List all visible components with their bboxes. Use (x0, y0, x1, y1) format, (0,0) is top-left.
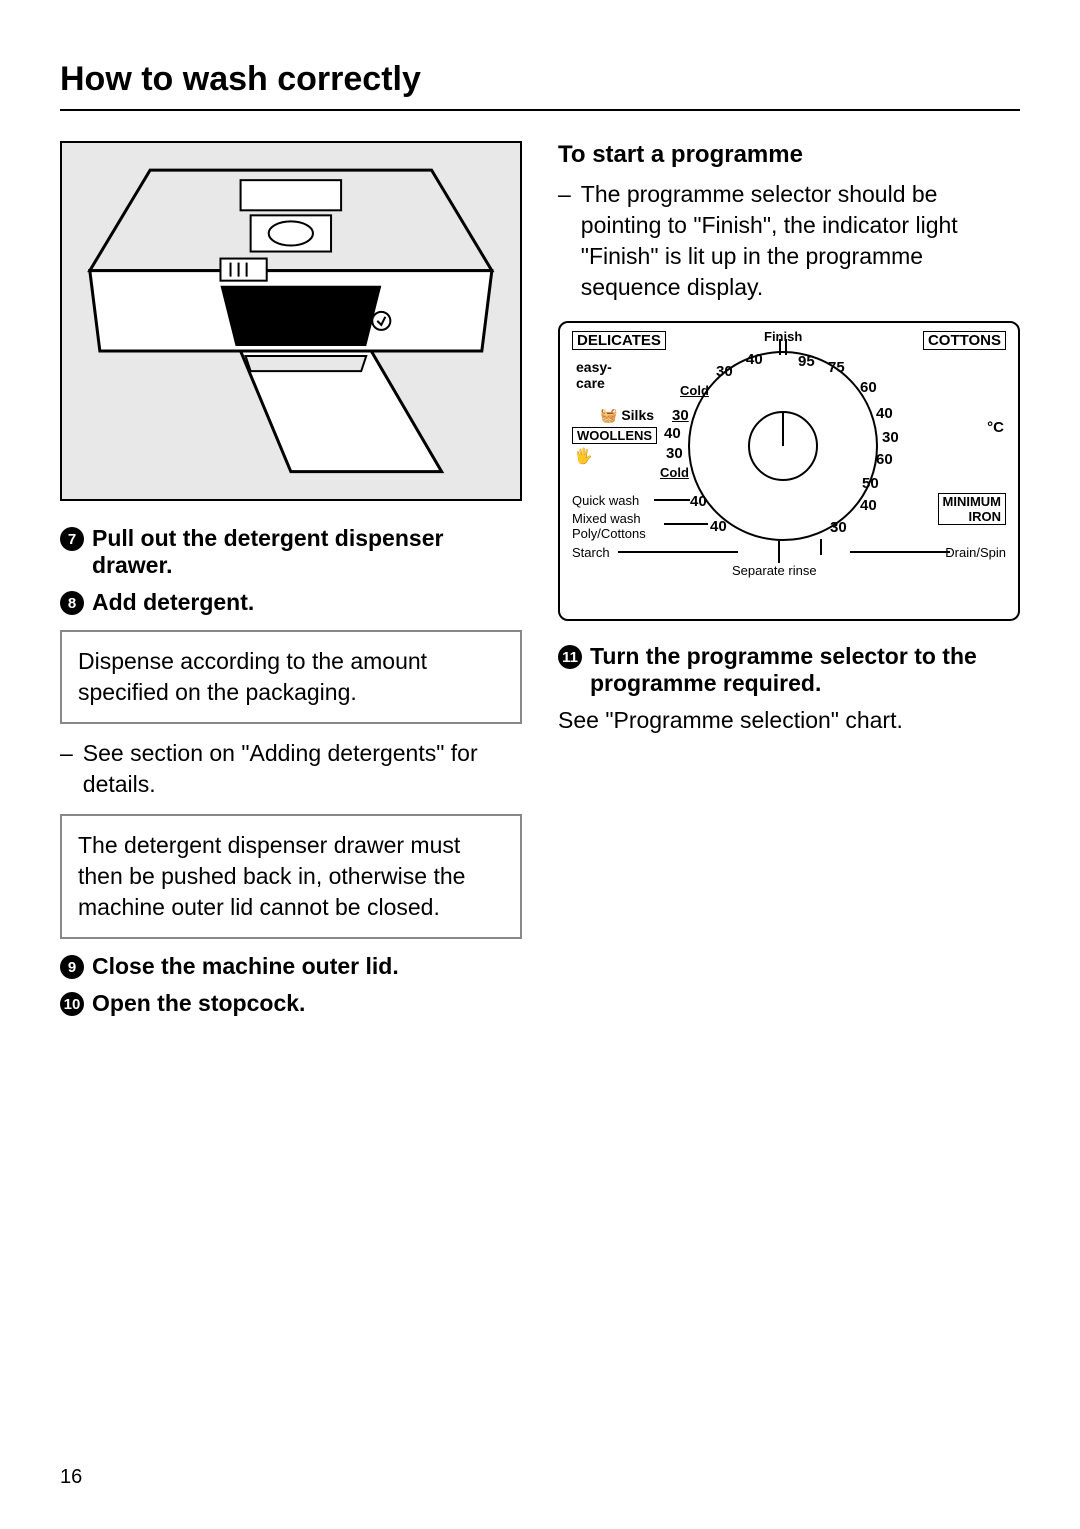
temp-75: 75 (828, 359, 845, 376)
step-10-text: Open the stopcock. (92, 990, 305, 1017)
temp-cold: Cold (680, 383, 709, 398)
step-9: 9 Close the machine outer lid. (60, 953, 522, 980)
dispense-note-text: Dispense according to the amount specifi… (78, 648, 427, 705)
temp-40: 40 (876, 405, 893, 422)
step-8: 8 Add detergent. (60, 589, 522, 616)
label-mixedwash: Mixed wash Poly/Cottons (572, 511, 646, 541)
step-7-text: Pull out the detergent dispenser drawer. (92, 525, 522, 579)
label-quickwash: Quick wash (572, 493, 639, 508)
temp-50: 50 (862, 475, 879, 492)
content-columns: 7 Pull out the detergent dispenser drawe… (60, 141, 1020, 1025)
step-number-7: 7 (60, 527, 84, 551)
leader-line (654, 499, 690, 501)
left-column: 7 Pull out the detergent dispenser drawe… (60, 141, 522, 1025)
step-11: 11 Turn the programme selector to the pr… (558, 643, 1020, 697)
see-detergents-item: – See section on "Adding detergents" for… (60, 738, 522, 800)
label-finish: Finish (764, 329, 802, 344)
push-back-note-text: The detergent dispenser drawer must then… (78, 832, 465, 920)
step-number-10: 10 (60, 992, 84, 1016)
step-10: 10 Open the stopcock. (60, 990, 522, 1017)
label-drain-spin: Drain/Spin (945, 545, 1006, 560)
dash-icon: – (60, 738, 73, 800)
label-easycare: easy- care (576, 359, 612, 391)
step-11-text: Turn the programme selector to the progr… (590, 643, 1020, 697)
temp-30: 30 (716, 363, 733, 380)
page-title: How to wash correctly (60, 60, 1020, 111)
manual-page: How to wash correctly (0, 0, 1080, 1529)
label-delicates: DELICATES (572, 331, 666, 350)
label-starch: Starch (572, 545, 610, 560)
temp-40: 40 (860, 497, 877, 514)
temp-30: 30 (830, 519, 847, 536)
temp-30: 30 (672, 407, 689, 424)
page-number: 16 (60, 1466, 82, 1489)
step-number-8: 8 (60, 591, 84, 615)
temp-40: 40 (664, 425, 681, 442)
hand-wash-icon: 🖐 (574, 447, 593, 465)
temp-40: 40 (746, 351, 763, 368)
leader-line (820, 539, 822, 555)
dispense-note-box: Dispense according to the amount specifi… (60, 630, 522, 724)
start-programme-heading: To start a programme (558, 141, 1020, 169)
selector-finish-item: – The programme selector should be point… (558, 179, 1020, 303)
temp-30: 30 (882, 429, 899, 446)
step-7: 7 Pull out the detergent dispenser drawe… (60, 525, 522, 579)
temp-cold: Cold (660, 465, 689, 480)
leader-line (664, 523, 708, 525)
push-back-note-box: The detergent dispenser drawer must then… (60, 814, 522, 939)
label-cottons: COTTONS (923, 331, 1006, 350)
step-9-text: Close the machine outer lid. (92, 953, 399, 980)
label-celsius: °C (987, 419, 1004, 436)
temp-60: 60 (876, 451, 893, 468)
temp-40: 40 (710, 518, 727, 535)
leader-line (850, 551, 950, 553)
step-number-9: 9 (60, 955, 84, 979)
step-number-11: 11 (558, 645, 582, 669)
leader-line (618, 551, 738, 553)
temp-40: 40 (690, 493, 707, 510)
label-separate-rinse: Separate rinse (732, 563, 817, 578)
detergent-drawer-figure (60, 141, 522, 501)
temp-30: 30 (666, 445, 683, 462)
temp-60: 60 (860, 379, 877, 396)
step-8-text: Add detergent. (92, 589, 254, 616)
dash-icon: – (558, 179, 571, 303)
see-detergents-text: See section on "Adding detergents" for d… (83, 738, 522, 800)
label-woollens: WOOLLENS (572, 427, 657, 444)
label-minimum-iron: MINIMUM IRON (938, 493, 1007, 525)
right-column: To start a programme – The programme sel… (558, 141, 1020, 1025)
knob-indicator (782, 411, 784, 446)
see-chart-text: See "Programme selection" chart. (558, 705, 1020, 736)
leader-line (778, 541, 780, 563)
programme-dial-figure: DELICATES Finish COTTONS easy- care 🧺 Si… (558, 321, 1020, 621)
temp-95: 95 (798, 353, 815, 370)
label-silks: 🧺 Silks (600, 407, 654, 424)
drawer-illustration (71, 150, 511, 492)
selector-finish-text: The programme selector should be pointin… (581, 179, 1020, 303)
